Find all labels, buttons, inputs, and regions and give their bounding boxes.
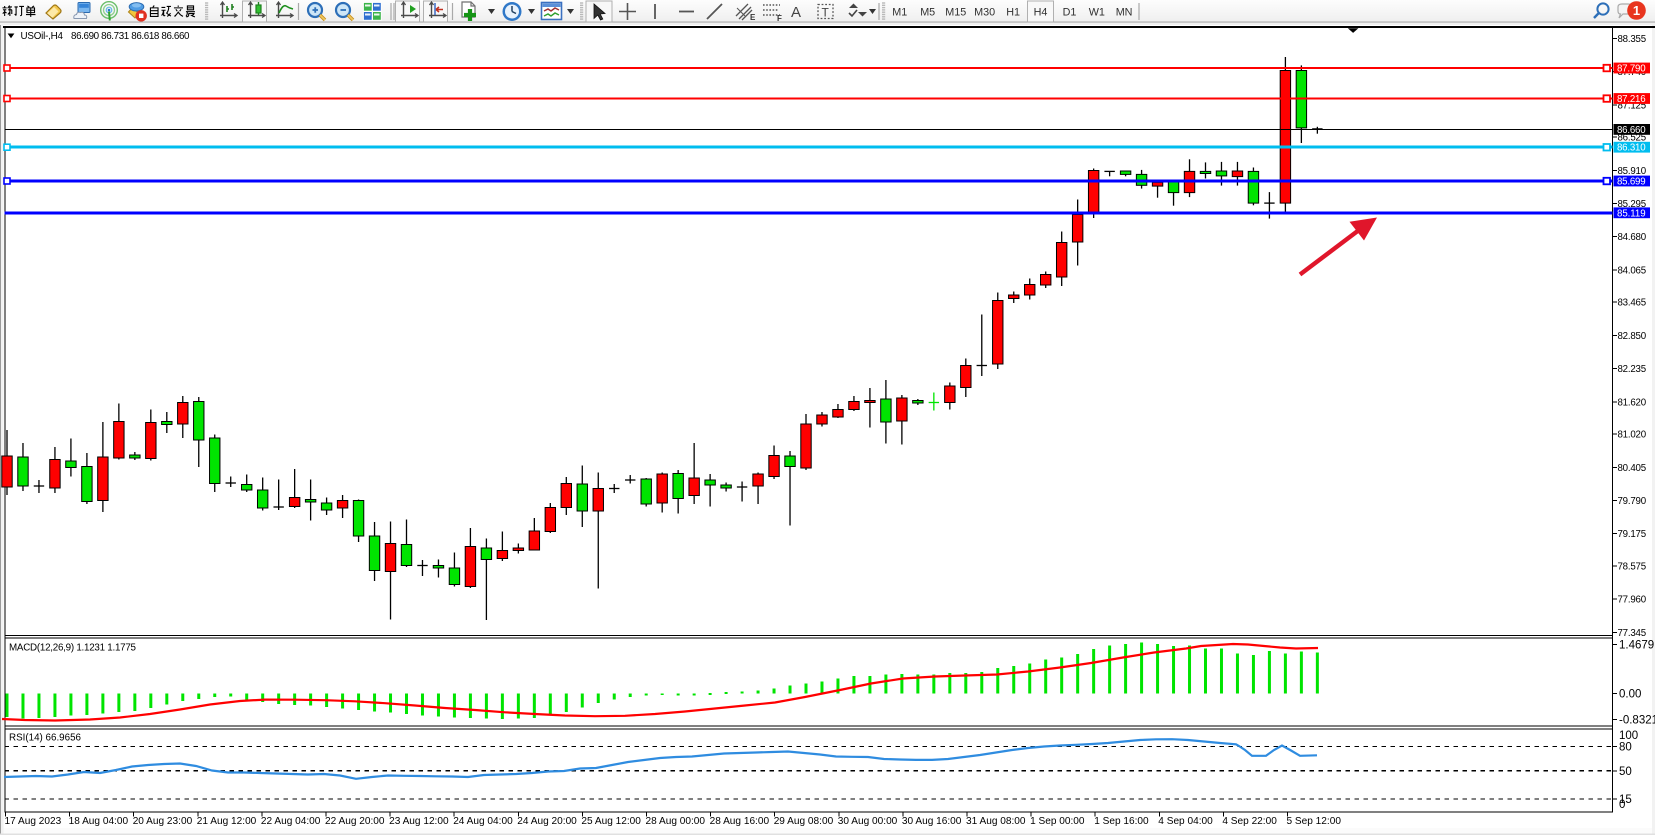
svg-text:23 Aug 12:00: 23 Aug 12:00 xyxy=(389,816,449,827)
svg-text:86.525: 86.525 xyxy=(1618,133,1647,144)
svg-text:D1: D1 xyxy=(1063,7,1077,19)
svg-text:85.295: 85.295 xyxy=(1618,199,1647,210)
svg-text:86.690 86.731 86.618 86.660: 86.690 86.731 86.618 86.660 xyxy=(71,31,190,42)
svg-text:17 Aug 2023: 17 Aug 2023 xyxy=(5,816,62,827)
svg-text:85.699: 85.699 xyxy=(1617,177,1646,188)
svg-text:28 Aug 00:00: 28 Aug 00:00 xyxy=(646,816,706,827)
svg-text:15: 15 xyxy=(1619,794,1632,806)
svg-text:85.119: 85.119 xyxy=(1617,208,1646,219)
svg-text:81.620: 81.620 xyxy=(1618,397,1647,408)
svg-text:M5: M5 xyxy=(920,7,935,19)
svg-text:30 Aug 16:00: 30 Aug 16:00 xyxy=(902,816,962,827)
svg-text:H1: H1 xyxy=(1006,7,1020,19)
svg-text:18 Aug 04:00: 18 Aug 04:00 xyxy=(69,816,129,827)
svg-text:4 Sep 22:00: 4 Sep 22:00 xyxy=(1222,816,1277,827)
svg-text:77.345: 77.345 xyxy=(1618,628,1647,639)
svg-text:A: A xyxy=(791,4,801,21)
svg-text:21 Aug 12:00: 21 Aug 12:00 xyxy=(197,816,257,827)
svg-text:81.020: 81.020 xyxy=(1618,430,1647,441)
svg-text:25 Aug 12:00: 25 Aug 12:00 xyxy=(581,816,641,827)
svg-text:E: E xyxy=(750,13,756,22)
svg-text:24 Aug 20:00: 24 Aug 20:00 xyxy=(517,816,577,827)
svg-text:87.125: 87.125 xyxy=(1618,100,1647,111)
svg-text:M30: M30 xyxy=(974,7,995,19)
svg-text:1 Sep 16:00: 1 Sep 16:00 xyxy=(1094,816,1149,827)
svg-text:82.850: 82.850 xyxy=(1618,331,1647,342)
svg-text:28 Aug 16:00: 28 Aug 16:00 xyxy=(710,816,770,827)
svg-text:86.660: 86.660 xyxy=(1617,125,1646,136)
svg-text:82.235: 82.235 xyxy=(1618,364,1647,375)
svg-text:83.465: 83.465 xyxy=(1618,298,1647,309)
svg-text:M1: M1 xyxy=(892,7,907,19)
svg-text:24 Aug 04:00: 24 Aug 04:00 xyxy=(453,816,513,827)
svg-text:USOil-,H4: USOil-,H4 xyxy=(21,31,64,42)
svg-text:78.575: 78.575 xyxy=(1618,561,1647,572)
svg-text:79.175: 79.175 xyxy=(1618,529,1647,540)
svg-text:84.065: 84.065 xyxy=(1618,265,1647,276)
svg-text:79.790: 79.790 xyxy=(1618,496,1647,507)
svg-text:H4: H4 xyxy=(1034,7,1048,19)
svg-text:22 Aug 04:00: 22 Aug 04:00 xyxy=(261,816,321,827)
svg-text:31 Aug 08:00: 31 Aug 08:00 xyxy=(966,816,1026,827)
svg-text:MN: MN xyxy=(1116,7,1133,19)
svg-text:RSI(14) 66.9656: RSI(14) 66.9656 xyxy=(9,733,82,744)
svg-text:80.405: 80.405 xyxy=(1618,463,1647,474)
svg-text:1: 1 xyxy=(1633,3,1640,18)
svg-text:87.216: 87.216 xyxy=(1617,94,1646,105)
svg-text:87.790: 87.790 xyxy=(1617,64,1646,75)
svg-text:T: T xyxy=(822,6,830,20)
svg-text:0: 0 xyxy=(1619,799,1625,811)
svg-text:30 Aug 00:00: 30 Aug 00:00 xyxy=(838,816,898,827)
svg-text:5 Sep 12:00: 5 Sep 12:00 xyxy=(1287,816,1342,827)
svg-text:M15: M15 xyxy=(945,7,966,19)
svg-text:77.960: 77.960 xyxy=(1618,595,1647,606)
svg-text:-0.8321: -0.8321 xyxy=(1619,715,1655,727)
svg-text:86.310: 86.310 xyxy=(1617,143,1646,154)
svg-text:85.910: 85.910 xyxy=(1618,166,1647,177)
svg-text:1 Sep 00:00: 1 Sep 00:00 xyxy=(1030,816,1085,827)
svg-text:20 Aug 23:00: 20 Aug 23:00 xyxy=(133,816,193,827)
svg-text:0.00: 0.00 xyxy=(1619,689,1641,701)
svg-text:84.680: 84.680 xyxy=(1618,232,1647,243)
svg-text:80: 80 xyxy=(1619,742,1632,754)
svg-text:88.355: 88.355 xyxy=(1618,34,1647,45)
svg-text:W1: W1 xyxy=(1089,7,1105,19)
svg-text:29 Aug 08:00: 29 Aug 08:00 xyxy=(774,816,834,827)
svg-text:F: F xyxy=(777,14,782,23)
svg-text:22 Aug 20:00: 22 Aug 20:00 xyxy=(325,816,385,827)
svg-text:1.4679: 1.4679 xyxy=(1619,640,1654,652)
svg-text:MACD(12,26,9) 1.1231 1.1775: MACD(12,26,9) 1.1231 1.1775 xyxy=(9,642,137,653)
svg-text:4 Sep 04:00: 4 Sep 04:00 xyxy=(1158,816,1213,827)
svg-text:50: 50 xyxy=(1619,766,1632,778)
svg-text:100: 100 xyxy=(1619,730,1638,742)
